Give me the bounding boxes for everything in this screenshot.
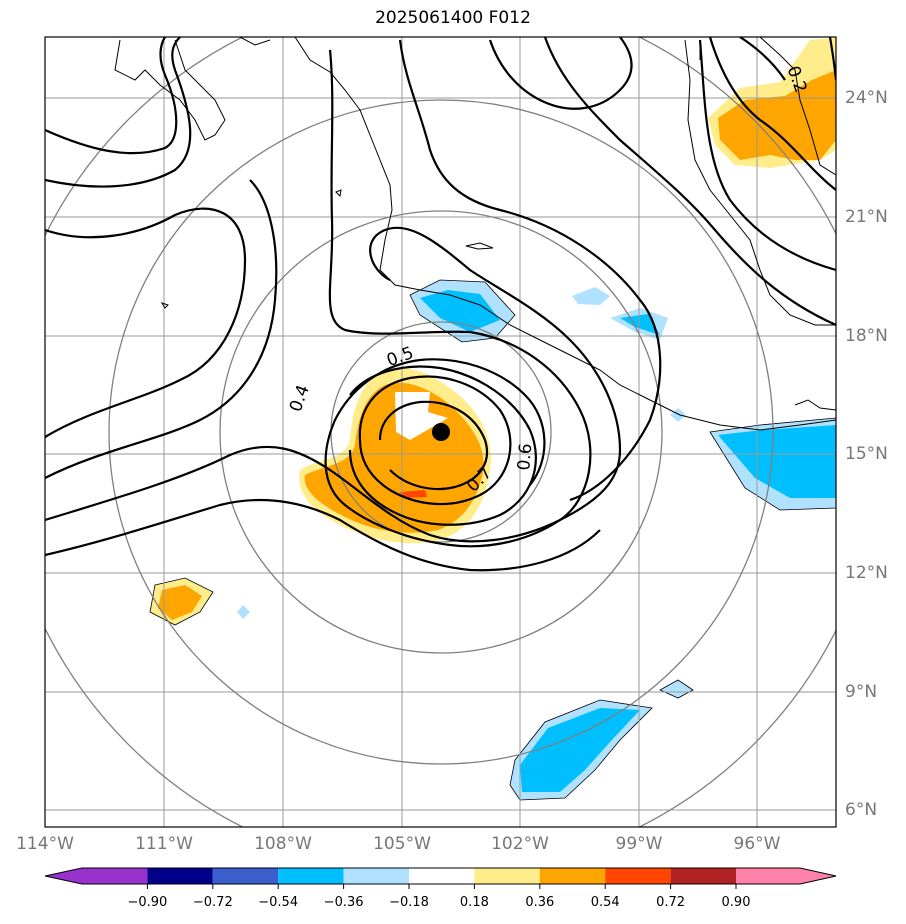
lat-label: 24°N [845,88,888,108]
lat-label: 9°N [845,682,878,702]
map-title: 2025061400 F012 [375,8,531,28]
positive-anomaly-strong [400,490,427,498]
colorbar-extend-low [45,868,82,884]
graticule [45,37,836,827]
colorbar-tick-label: −0.54 [258,895,299,910]
colorbar-tick-label: −0.90 [127,895,168,910]
contour-label-0-6: 0.6 [514,443,536,472]
storm-center-marker [432,423,450,441]
colorbar-extend-high [800,868,836,884]
negative-anomaly-5 [520,708,640,792]
lat-label: 12°N [845,563,888,583]
negative-anomaly-weak-2 [572,287,610,305]
colorbar-tick-label: 0.72 [656,895,686,910]
colorbar-tick-label: −0.36 [323,895,364,910]
map-frame [44,36,837,828]
colorbar [44,867,837,889]
lat-label: 15°N [845,444,888,464]
anomaly-shading [150,38,836,800]
colorbar-tick-label: 0.90 [721,895,751,910]
lon-label: 96°W [733,834,781,854]
lon-label: 114°W [16,834,74,854]
negative-anomaly-weak-7 [237,605,250,619]
colorbar-tick-label: −0.72 [192,895,233,910]
contour-lines [45,37,836,572]
positive-anomaly-small [158,585,202,620]
negative-anomaly-3 [620,314,660,335]
negative-anomaly-4 [718,425,836,498]
lat-label: 6°N [845,800,878,820]
coastlines [114,37,836,431]
lon-label: 102°W [491,834,549,854]
lon-label: 108°W [254,834,312,854]
colorbar-tick-label: 0.18 [459,895,489,910]
negative-anomaly-1 [420,290,500,332]
lat-label: 18°N [845,326,888,346]
colorbar-tick-label: −0.18 [389,895,429,910]
colorbar-tick-label: 0.54 [590,895,620,910]
lon-label: 111°W [135,834,193,854]
positive-anomaly-ne [718,70,836,160]
lon-label: 105°W [373,834,431,854]
anomaly-outlines [149,279,836,801]
lon-label: 99°W [615,834,663,854]
lat-label: 21°N [845,207,888,227]
range-rings [45,37,836,827]
colorbar-tick-label: 0.36 [525,895,555,910]
